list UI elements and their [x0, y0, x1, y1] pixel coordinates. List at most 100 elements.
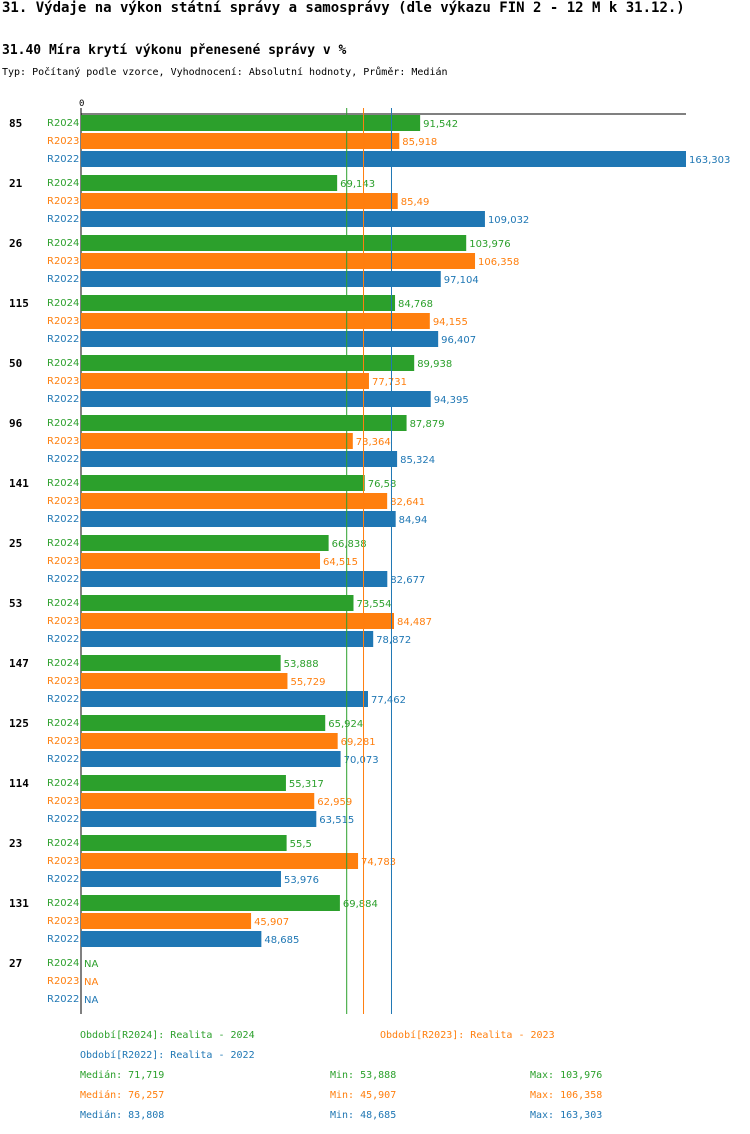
data-label: 55,5: [290, 839, 312, 850]
bar-r2024: [81, 235, 467, 251]
series-label: R2024: [47, 898, 79, 909]
bar-r2023: [81, 733, 338, 749]
series-label: R2023: [47, 856, 79, 867]
series-label: R2022: [47, 214, 79, 225]
bar-r2024: [81, 715, 326, 731]
data-label: 77,462: [371, 695, 406, 706]
legend-min-r2023: Min: 45,907: [330, 1090, 397, 1101]
series-label: R2022: [47, 934, 79, 945]
data-label: 65,924: [328, 719, 363, 730]
data-label: 78,872: [376, 635, 411, 646]
data-label: 77,731: [372, 377, 407, 388]
series-label: R2022: [47, 754, 79, 765]
series-label: R2024: [47, 178, 79, 189]
series-label: R2024: [47, 118, 79, 129]
data-label: 85,49: [401, 197, 430, 208]
group-label: 27: [9, 957, 22, 970]
data-label: 53,976: [284, 875, 319, 886]
bar-r2024: [81, 295, 396, 311]
bar-r2022: [81, 811, 317, 827]
data-label: 62,959: [317, 797, 352, 808]
series-label: R2022: [47, 394, 79, 405]
legend-median-r2023: Medián: 76,257: [80, 1090, 165, 1101]
data-label: 91,542: [423, 119, 458, 130]
series-label: R2022: [47, 454, 79, 465]
bar-r2024: [81, 535, 329, 551]
series-label: R2024: [47, 538, 79, 549]
data-label: 84,487: [397, 617, 432, 628]
series-label: R2022: [47, 574, 79, 585]
data-label: 66,838: [332, 539, 367, 550]
group-label: 141: [9, 477, 29, 490]
bar-r2023: [81, 253, 476, 269]
x-tick-label-zero: 0: [79, 99, 84, 109]
data-label: 96,407: [441, 335, 476, 346]
legend-period-r2023: Období[R2023]: Realita - 2023: [380, 1030, 555, 1041]
data-label: 97,104: [444, 275, 479, 286]
data-label: 73,554: [357, 599, 392, 610]
legend-median-r2024: Medián: 71,719: [80, 1070, 165, 1081]
group-label: 23: [9, 837, 22, 850]
series-label: R2024: [47, 478, 79, 489]
group-label: 53: [9, 597, 22, 610]
series-label: R2023: [47, 256, 79, 267]
group-label: 85: [9, 117, 22, 130]
series-label: R2023: [47, 976, 79, 987]
data-label: 53,888: [284, 659, 319, 670]
bar-r2023: [81, 913, 252, 929]
bar-r2024: [81, 175, 338, 191]
series-label: R2023: [47, 736, 79, 747]
data-label: NA: [84, 977, 98, 988]
group-label: 25: [9, 537, 22, 550]
data-label: 82,641: [390, 497, 425, 508]
legend-max-r2024: Max: 103,976: [530, 1070, 603, 1081]
series-label: R2024: [47, 358, 79, 369]
data-label: 89,938: [417, 359, 452, 370]
bar-r2024: [81, 475, 365, 491]
bar-r2023: [81, 853, 359, 869]
series-label: R2022: [47, 274, 79, 285]
series-label: R2022: [47, 334, 79, 345]
bar-r2023: [81, 133, 400, 149]
group-label: 21: [9, 177, 23, 190]
bar-r2023: [81, 553, 321, 569]
data-label: 85,918: [402, 137, 437, 148]
group-label: 147: [9, 657, 29, 670]
group-label: 125: [9, 717, 29, 730]
data-label: 85,324: [400, 455, 435, 466]
series-label: R2023: [47, 136, 79, 147]
series-label: R2023: [47, 796, 79, 807]
series-label: R2024: [47, 718, 79, 729]
series-label: R2024: [47, 778, 79, 789]
series-label: R2023: [47, 316, 79, 327]
bar-r2024: [81, 895, 340, 911]
bar-r2022: [81, 211, 485, 227]
series-label: R2023: [47, 196, 79, 207]
bar-r2023: [81, 193, 398, 209]
group-label: 96: [9, 417, 23, 430]
series-label: R2022: [47, 514, 79, 525]
series-label: R2023: [47, 676, 79, 687]
series-label: R2024: [47, 418, 79, 429]
series-label: R2022: [47, 634, 79, 645]
data-label: 94,395: [434, 395, 469, 406]
data-label: 45,907: [254, 917, 289, 928]
bar-r2022: [81, 571, 388, 587]
series-label: R2022: [47, 994, 79, 1005]
bar-r2022: [81, 511, 396, 527]
bar-r2023: [81, 493, 388, 509]
data-label: 69,281: [341, 737, 376, 748]
data-label: 73,364: [356, 437, 391, 448]
bar-r2024: [81, 775, 286, 791]
data-label: 82,677: [390, 575, 425, 586]
bar-r2024: [81, 835, 287, 851]
data-label: 103,976: [469, 239, 510, 250]
series-label: R2023: [47, 436, 79, 447]
series-label: R2022: [47, 694, 79, 705]
bar-r2022: [81, 271, 441, 287]
series-label: R2024: [47, 598, 79, 609]
legend-median-r2022: Medián: 83,808: [80, 1110, 165, 1121]
bar-r2023: [81, 673, 288, 689]
series-label: R2023: [47, 376, 79, 387]
data-label: 94,155: [433, 317, 468, 328]
